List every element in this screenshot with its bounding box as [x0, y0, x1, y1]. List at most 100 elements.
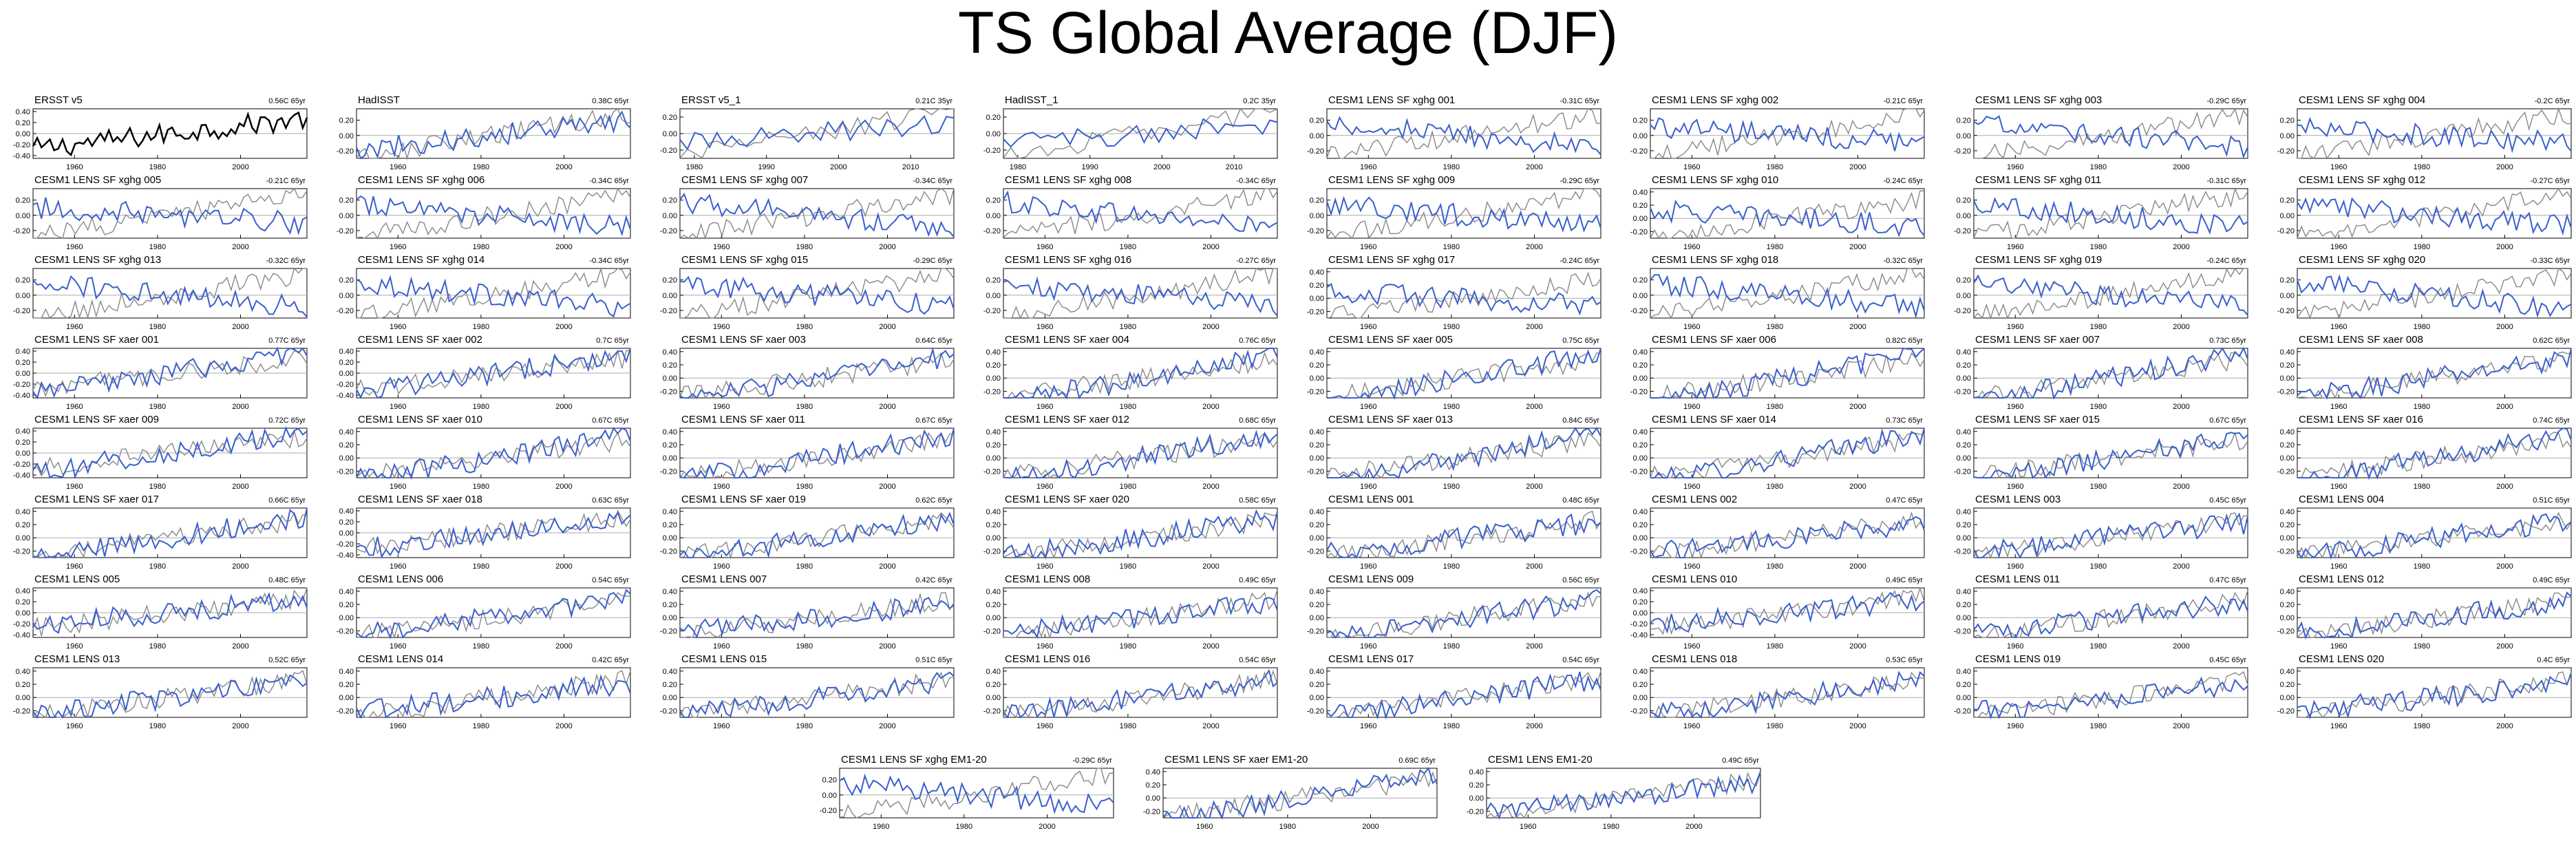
x-tick-label: 2000: [555, 562, 572, 571]
panel-title: CESM1 LENS SF xaer 003: [681, 334, 806, 346]
panel-trend: 0.51C 65yr: [2533, 496, 2570, 505]
panel: CESM1 LENS SF xghg 015 -0.29C 65yr 0.20 0.0…: [660, 254, 955, 331]
panel-trend: 0.54C 65yr: [1562, 656, 1599, 664]
x-tick-label: 2000: [1526, 163, 1542, 171]
panel-title: CESM1 LENS SF xghg 014: [358, 254, 485, 266]
y-tick-label: -0.20: [2277, 707, 2295, 715]
y-tick-label: 0.20: [1469, 781, 1484, 790]
x-tick-label: 1980: [796, 642, 813, 651]
y-tick-label: 0.00: [2280, 454, 2295, 463]
panel-trend: 0.67C 65yr: [592, 416, 629, 425]
model-line: [679, 671, 955, 718]
plot-frame: [1973, 427, 2248, 478]
x-tick-label: 2000: [830, 163, 847, 171]
panel-trend: 0.62C 65yr: [915, 496, 952, 505]
y-tick-label: 0.20: [16, 598, 30, 606]
x-tick-label: 2000: [1526, 323, 1542, 331]
plot-frame: [2297, 587, 2572, 638]
y-tick-label: 0.00: [663, 534, 677, 542]
x-tick-label: 1960: [2330, 483, 2347, 491]
model-line: [2297, 116, 2572, 154]
panel-trend: 0.77C 65yr: [268, 337, 306, 345]
x-tick-label: 2000: [2496, 323, 2513, 331]
plot-frame: [679, 587, 955, 638]
y-tick-label: -0.20: [337, 707, 354, 715]
y-tick-label: 0.40: [1310, 668, 1324, 676]
panel-trend: 0.72C 65yr: [268, 416, 306, 425]
panel: CESM1 LENS 009 0.56C 65yr 0.40 0.20 0.00 -0.2…: [1307, 573, 1601, 651]
panel: CESM1 LENS SF xaer 014 0.73C 65yr 0.40 0.20…: [1630, 414, 1925, 491]
panel-trend: -0.29C 65yr: [2207, 97, 2247, 105]
y-tick-label: 0.00: [1957, 132, 1971, 140]
reference-line: [1650, 108, 1925, 159]
x-tick-label: 2000: [879, 483, 895, 491]
plot-frame: [2297, 268, 2572, 319]
reference-line: [1326, 432, 1601, 479]
x-tick-label: 2000: [1039, 823, 1055, 831]
y-tick-label: -0.20: [1954, 707, 1971, 715]
x-tick-label: 1980: [1767, 323, 1783, 331]
x-tick-label: 1960: [1683, 163, 1700, 171]
panel: CESM1 LENS 011 0.47C 65yr 0.40 0.20 0.00 -0.2…: [1954, 573, 2248, 651]
y-tick-label: 0.00: [1957, 212, 1971, 220]
reference-line: [1003, 107, 1278, 159]
x-tick-label: 1960: [1036, 642, 1053, 651]
x-tick-label: 2000: [1526, 722, 1542, 730]
x-tick-label: 1960: [713, 642, 730, 651]
y-tick-label: 0.00: [1633, 215, 1648, 223]
panel-title: CESM1 LENS SF xaer EM1-20: [1164, 754, 1308, 766]
panel-title: CESM1 LENS SF xaer 020: [1005, 494, 1129, 505]
x-tick-label: 2000: [1202, 243, 1219, 251]
plot-frame: [356, 587, 631, 638]
panel-title: CESM1 LENS SF xaer 008: [2299, 334, 2423, 346]
x-tick-label: 1960: [1683, 642, 1700, 651]
reference-line: [1003, 268, 1277, 319]
plot-frame: [1326, 427, 1601, 478]
panel: CESM1 LENS SF xghg 009 -0.29C 65yr 0.20 0.0…: [1307, 174, 1601, 251]
y-tick-label: 0.20: [663, 277, 677, 285]
plot-frame: [839, 768, 1114, 819]
y-tick-label: 0.40: [663, 428, 677, 436]
x-tick-label: 1980: [1120, 722, 1136, 730]
x-tick-label: 1980: [2414, 483, 2430, 491]
x-tick-label: 1980: [149, 483, 166, 491]
x-tick-label: 1990: [1081, 163, 1098, 171]
y-tick-label: 0.20: [1633, 681, 1648, 689]
x-tick-label: 1960: [66, 562, 83, 571]
y-tick-label: -0.20: [1630, 707, 1648, 715]
x-tick-label: 1980: [1279, 823, 1296, 831]
y-tick-label: -0.40: [1630, 631, 1648, 640]
panel-trend: -0.21C 65yr: [266, 177, 306, 185]
y-tick-label: 0.00: [2280, 374, 2295, 383]
x-tick-label: 1960: [2007, 243, 2023, 251]
y-tick-label: 0.00: [16, 609, 30, 618]
plot-frame: [356, 108, 631, 159]
y-tick-label: 0.00: [16, 212, 30, 220]
panel-title: CESM1 LENS SF xaer 006: [1652, 334, 1776, 346]
x-tick-label: 2000: [2173, 323, 2189, 331]
y-tick-label: 0.20: [1957, 601, 1971, 609]
x-tick-label: 1980: [796, 722, 813, 730]
x-tick-label: 2000: [1202, 323, 1219, 331]
panel: CESM1 LENS SF xaer 003 0.64C 65yr 0.40 0.20…: [660, 334, 955, 411]
y-tick-label: 0.00: [1310, 295, 1324, 303]
x-tick-label: 2000: [2496, 722, 2513, 730]
panel: CESM1 LENS SF xghg 014 -0.34C 65yr 0.20 0.0…: [337, 254, 631, 331]
y-tick-label: 0.20: [986, 361, 1001, 370]
y-tick-label: 0.00: [2280, 614, 2295, 622]
y-tick-label: 0.40: [986, 668, 1001, 676]
panel-title: CESM1 LENS SF xghg 009: [1328, 174, 1455, 186]
reference-line: [679, 671, 955, 718]
plot-frame: [1486, 768, 1761, 819]
model-line: [1003, 430, 1278, 479]
y-tick-label: 0.20: [2280, 441, 2295, 450]
panel-title: CESM1 LENS SF xaer 019: [681, 494, 806, 505]
panel-title: CESM1 LENS 016: [1005, 653, 1090, 665]
x-tick-label: 1980: [1443, 323, 1460, 331]
x-tick-label: 2000: [879, 403, 895, 411]
panel-title: CESM1 LENS SF xghg 017: [1328, 254, 1455, 266]
x-tick-label: 2000: [1849, 642, 1866, 651]
x-tick-label: 1980: [2414, 642, 2430, 651]
plot-frame: [1162, 768, 1438, 819]
model-line: [356, 674, 631, 719]
